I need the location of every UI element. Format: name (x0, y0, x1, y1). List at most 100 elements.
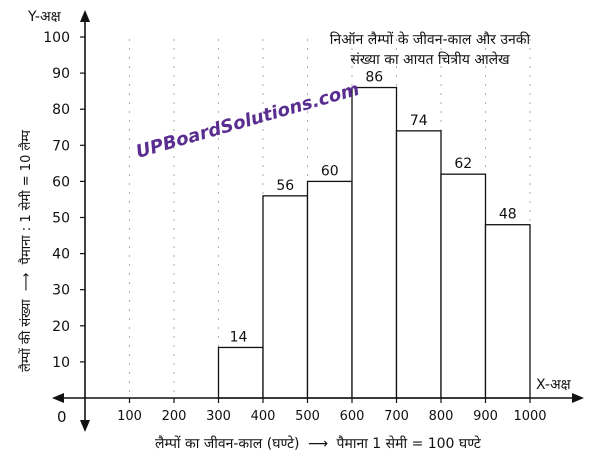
x-axis-arrow-left (52, 393, 64, 403)
guide-dot (351, 48, 353, 50)
guide-dot (484, 75, 487, 77)
guide-dot (262, 93, 264, 95)
guide-dot (484, 39, 487, 41)
guide-dot (128, 300, 131, 302)
x-tick-label-500: 500 (295, 409, 320, 424)
guide-dot (529, 57, 531, 59)
guide-dot (262, 66, 264, 68)
guide-dot (173, 174, 175, 176)
guide-dot (173, 363, 175, 365)
histogram-bars (217, 86, 531, 399)
guide-dot (173, 210, 175, 212)
guide-dot (173, 147, 175, 149)
y-tick-label-40: 40 (52, 247, 70, 263)
guide-dot (306, 66, 309, 68)
bar-value-label-500-600: 60 (321, 163, 339, 179)
origin-label: 0 (57, 408, 67, 426)
guide-dot (128, 264, 131, 266)
guide-dot (173, 120, 175, 122)
guide-dot (306, 93, 309, 95)
guide-dot (128, 192, 131, 194)
guide-dot (173, 111, 175, 113)
guide-dot (529, 129, 531, 131)
guide-dot (529, 174, 531, 176)
guide-dot (217, 210, 220, 212)
guide-dot (217, 282, 220, 284)
bar-value-labels: 14 56 60 86 74 62 48 (230, 70, 517, 346)
bar-value-label-900-1000: 48 (499, 207, 517, 223)
guide-dot (128, 48, 131, 50)
guide-dot (128, 372, 131, 374)
x-axis-name: X-अक्ष (536, 377, 572, 393)
guide-dot (128, 102, 131, 104)
guide-dot (217, 309, 220, 311)
guide-dot (217, 201, 220, 203)
guide-dot (173, 219, 175, 221)
guide-dot (262, 138, 264, 140)
guide-dot (484, 165, 487, 167)
guide-dot (306, 111, 309, 113)
watermark-logo: UPBoardSolutions.com (134, 79, 362, 163)
guide-dot (128, 318, 131, 320)
x-tick-label-100: 100 (117, 409, 142, 424)
guide-dot (484, 120, 487, 122)
guide-dot (173, 192, 175, 194)
guide-dot (217, 183, 220, 185)
guide-dot (173, 129, 175, 131)
guide-dot (306, 165, 309, 167)
guide-dot (217, 156, 220, 158)
guide-dot (173, 183, 175, 185)
guide-dot (128, 201, 131, 203)
guide-dot (217, 111, 220, 113)
guide-dot (262, 57, 264, 59)
guide-dot (128, 111, 131, 113)
y-tick-label-20: 20 (52, 319, 70, 335)
guide-dot (217, 273, 220, 275)
bar-value-label-300-400: 14 (230, 329, 248, 345)
y-tick-label-30: 30 (52, 283, 70, 299)
guide-dot (262, 120, 264, 122)
y-tick-label-70: 70 (52, 138, 70, 154)
guide-dot (529, 210, 531, 212)
guide-dot (217, 246, 220, 248)
guide-dot (262, 192, 264, 194)
guide-dot (217, 84, 220, 86)
y-axis-arrow-down (80, 420, 90, 432)
guide-dot (173, 228, 175, 230)
guide-dot (173, 291, 175, 293)
guide-dot (529, 138, 531, 140)
histogram-bar-800-900 (440, 173, 487, 399)
guide-dot (440, 48, 442, 50)
guide-dot (306, 48, 309, 50)
bar-value-label-700-800: 74 (410, 113, 428, 129)
x-axis-label-text: लैम्पों का जीवन-काल (घण्टे) (155, 435, 300, 452)
guide-dot (484, 147, 487, 149)
guide-dot (529, 75, 531, 77)
guide-dot (262, 111, 264, 113)
guide-dot (128, 291, 131, 293)
guide-dot (128, 165, 131, 167)
guide-dot (529, 48, 531, 50)
guide-dot (440, 84, 442, 86)
guide-dot (484, 84, 487, 86)
bar-value-label-600-700: 86 (365, 70, 383, 86)
guide-dot (217, 48, 220, 50)
bar-value-label-400-500: 56 (276, 178, 294, 194)
guide-dot (484, 111, 487, 113)
x-axis-label-arrow: ⟶ (308, 436, 328, 452)
guide-dot (217, 120, 220, 122)
guide-dot (351, 75, 353, 77)
guide-dot (529, 84, 531, 86)
guide-dot (217, 165, 220, 167)
guide-dot (440, 111, 442, 113)
guide-dot (128, 282, 131, 284)
guide-dot (440, 57, 442, 59)
guide-dot (173, 282, 175, 284)
guide-dot (217, 66, 220, 68)
y-axis-name: Y-अक्ष (27, 9, 62, 25)
guide-dot (128, 273, 131, 275)
guide-dot (173, 246, 175, 248)
guide-dot (529, 102, 531, 104)
guide-dot (173, 66, 175, 68)
guide-dot (262, 39, 264, 41)
